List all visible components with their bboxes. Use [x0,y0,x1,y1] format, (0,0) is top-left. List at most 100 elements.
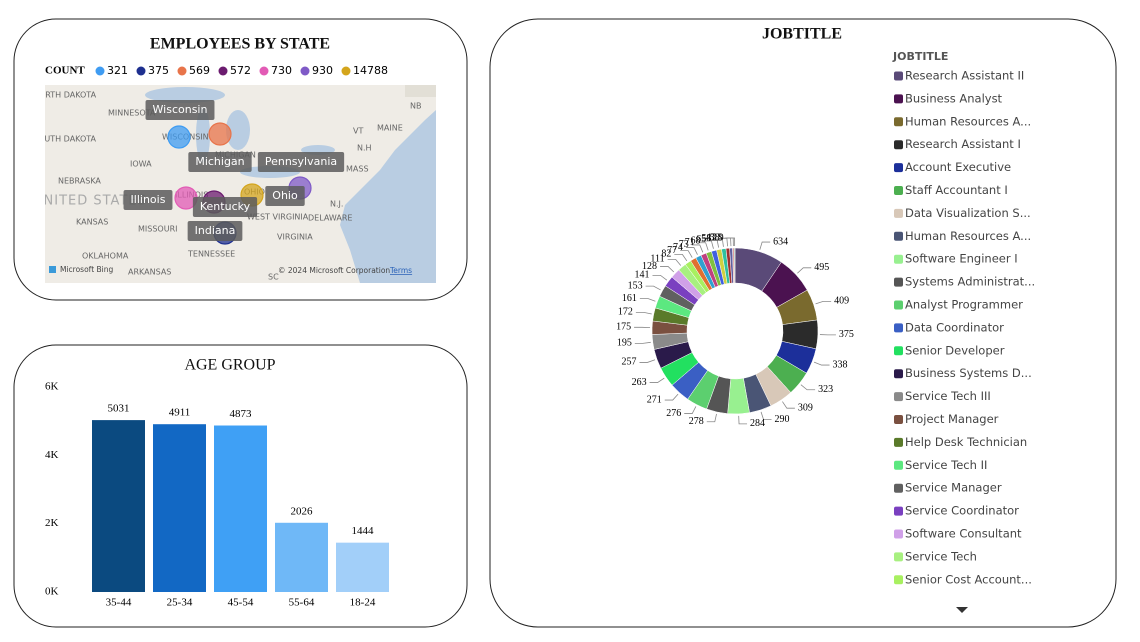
value-label: 290 [775,414,790,425]
legend-swatch [894,254,903,264]
legend-swatch [894,552,903,562]
bar [153,424,206,592]
legend-label[interactable]: Human Resources A... [905,229,1031,243]
leader-line [685,247,698,255]
map-place-label: KANSAS [76,218,108,227]
leader-line [634,341,651,344]
legend-label[interactable]: Research Assistant II [905,69,1024,83]
legend-swatch [218,66,228,76]
legend-label[interactable]: Business Systems D... [905,366,1032,380]
leader-line [800,384,816,391]
legend-label[interactable]: Data Coordinator [905,320,1004,334]
leader-line [649,377,665,383]
legend-swatch [894,323,903,333]
legend-label[interactable]: Human Resources A... [905,114,1031,128]
legend-label[interactable]: Service Tech III [905,389,991,403]
legend-label[interactable]: Project Manager [905,412,999,426]
legend-swatch [300,66,310,76]
legend-label: 930 [312,64,333,77]
value-label: 375 [839,329,854,340]
value-label: 65 [696,234,706,245]
x-tick-label: 18-24 [350,597,376,609]
value-label: 257 [621,357,636,368]
legend-swatch [894,163,903,173]
legend-swatch [894,575,903,585]
legend-swatch [894,140,903,150]
map-place-label: MISSOURI [138,225,178,234]
legend-label[interactable]: Service Coordinator [905,504,1019,518]
value-label: 195 [617,338,632,349]
legend-label[interactable]: Service Tech [905,549,977,563]
bar [336,542,389,592]
legend-swatch [341,66,351,76]
map-place-label: UNITED STATES [33,194,147,209]
legend-swatch [894,231,903,241]
legend-label[interactable]: Business Analyst [905,91,1003,105]
legend-swatch [894,506,903,516]
value-label: 278 [689,416,704,427]
map-lake [226,110,250,150]
map-place-label: IOWA [130,160,152,169]
legend-label[interactable]: Staff Accountant I [905,183,1008,197]
legend-label[interactable]: Senior Cost Account... [905,572,1032,586]
value-label: 263 [632,377,647,388]
legend-label[interactable]: Research Assistant I [905,137,1021,151]
map-lake [145,87,225,103]
state-label-box [188,152,252,172]
legend-swatch [894,94,903,104]
legend-label[interactable]: Service Tech II [905,458,987,472]
map-place-label: SC [268,273,279,282]
value-label: 77 [667,245,677,256]
leader-line [691,244,704,253]
legend-title: JOBTITLE [892,50,948,63]
leader-line [639,359,656,363]
bing-logo [49,266,56,273]
map-place-label: WEST VIRGINIA [247,213,309,222]
legend-title: COUNT [45,65,85,77]
bar [92,420,145,592]
legend-label[interactable]: Systems Administrat... [905,275,1035,289]
legend-label[interactable]: Help Desk Technician [905,435,1027,449]
leader-line [667,258,682,266]
legend-label[interactable]: Account Executive [905,160,1011,174]
leader-line [738,415,748,425]
value-label: 4911 [169,407,191,419]
leader-line [645,285,661,291]
bar [275,522,328,592]
y-tick-label: 0K [45,586,59,598]
value-label: 68 [690,235,700,246]
legend-swatch [894,208,903,218]
x-tick-label: 35-44 [106,597,132,609]
legend-label: 321 [107,64,128,77]
map-ocean [340,85,436,283]
value-label: 172 [618,307,633,318]
legend-label[interactable]: Data Visualization S... [905,206,1031,220]
value-label: 128 [642,261,657,272]
state-label: Ohio [272,189,298,202]
value-label: 323 [818,384,833,395]
legend-label[interactable]: Analyst Programmer [905,298,1023,312]
legend-label[interactable]: Software Engineer I [905,252,1018,266]
scroll-arrow[interactable] [956,607,968,613]
bubble [167,125,191,149]
value-label: 338 [833,359,848,370]
legend-label[interactable]: Senior Developer [905,343,1005,357]
value-label: 47 [706,233,716,244]
x-tick-label: 45-54 [228,597,254,609]
legend-swatch [894,346,903,356]
y-tick-label: 2K [45,517,59,529]
value-label: 634 [773,236,788,247]
value-label: 4873 [230,408,253,420]
value-label: 111 [650,254,664,265]
leader-line [680,250,693,258]
legend-swatch [894,529,903,539]
attribution-link[interactable]: Terms [389,266,412,275]
legend-label[interactable]: Service Manager [905,481,1002,495]
leader-line [714,238,724,247]
map-place-label: MASS [346,165,369,174]
legend-label: 572 [230,64,251,77]
leader-line [709,239,720,248]
legend-label[interactable]: Software Consultant [905,527,1022,541]
attribution: © 2024 Microsoft Corporation [278,266,390,275]
map-place-label: N.J. [330,200,343,209]
